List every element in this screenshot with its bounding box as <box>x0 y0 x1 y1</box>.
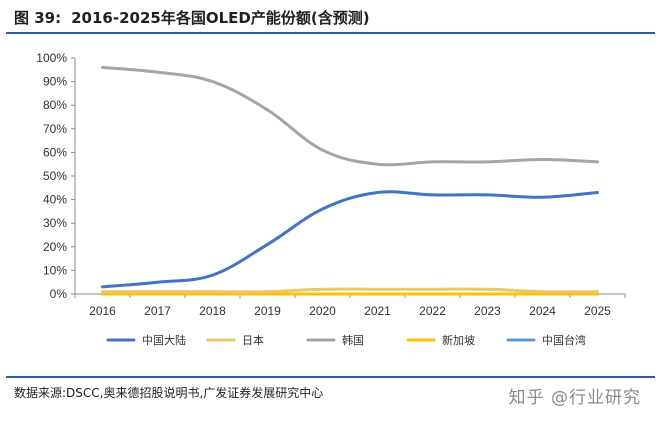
x-axis: 2016 2017 2018 2019 2020 2021 2022 2023 2024 2025 <box>74 293 626 318</box>
line-chart: 0%10%20%30%40%50%60%70%80%90%100% 2016 20… <box>36 51 626 347</box>
y-tick-label: 10% <box>43 263 67 277</box>
figure-title: 2016-2025年各国OLED产能份额(含预测) <box>71 9 370 27</box>
legend-label: 中国大陆 <box>142 333 186 347</box>
source-note: 数据来源:DSCC,奥来德招股说明书,广发证券发展研究中心 <box>6 376 655 401</box>
y-axis: 0% 10% 20% 30% 40% 50% 60% 70% 80% 90% 100% <box>36 51 76 301</box>
series-lines <box>101 65 599 296</box>
y-tick-label: 70% <box>43 122 67 136</box>
y-tick-label: 80% <box>43 98 67 112</box>
y-tick-label: 30% <box>43 216 67 230</box>
legend-label: 中国台湾 <box>542 333 586 347</box>
watermark: 知乎 @行业研究 <box>508 388 641 408</box>
y-tick-label: 60% <box>43 145 67 159</box>
x-tick-label: 2025 <box>584 304 611 318</box>
x-tick-label: 2020 <box>309 304 336 318</box>
series-china-mainland-line <box>101 190 599 289</box>
x-tick-label: 2022 <box>419 304 446 318</box>
figure-label: 图 39: <box>14 9 62 27</box>
x-tick-label: 2023 <box>474 304 501 318</box>
legend-label: 新加坡 <box>442 333 475 347</box>
x-tick-label: 2017 <box>144 304 171 318</box>
series-korea-line <box>101 65 599 167</box>
y-tick-label: 40% <box>43 193 67 207</box>
y-tick-label: 0% <box>50 287 68 301</box>
y-tick-label: 50% <box>43 169 67 183</box>
series-japan-line <box>101 287 599 294</box>
x-tick-label: 2021 <box>364 304 391 318</box>
source-text: 数据来源:DSCC,奥来德招股说明书,广发证券发展研究中心 <box>14 386 324 400</box>
y-tick-label: 90% <box>43 75 67 89</box>
y-tick-label: 100% <box>36 51 67 65</box>
legend-label: 韩国 <box>342 333 364 347</box>
x-tick-label: 2016 <box>89 304 116 318</box>
x-tick-label: 2019 <box>254 304 281 318</box>
x-tick-label: 2018 <box>199 304 226 318</box>
legend-label: 日本 <box>242 333 264 347</box>
figure-header: 图 39: 2016-2025年各国OLED产能份额(含预测) <box>6 3 655 34</box>
y-tick-label: 20% <box>43 240 67 254</box>
legend: 中国大陆 日本 韩国 新加坡 中国台湾 <box>106 333 586 347</box>
x-tick-label: 2024 <box>529 304 556 318</box>
